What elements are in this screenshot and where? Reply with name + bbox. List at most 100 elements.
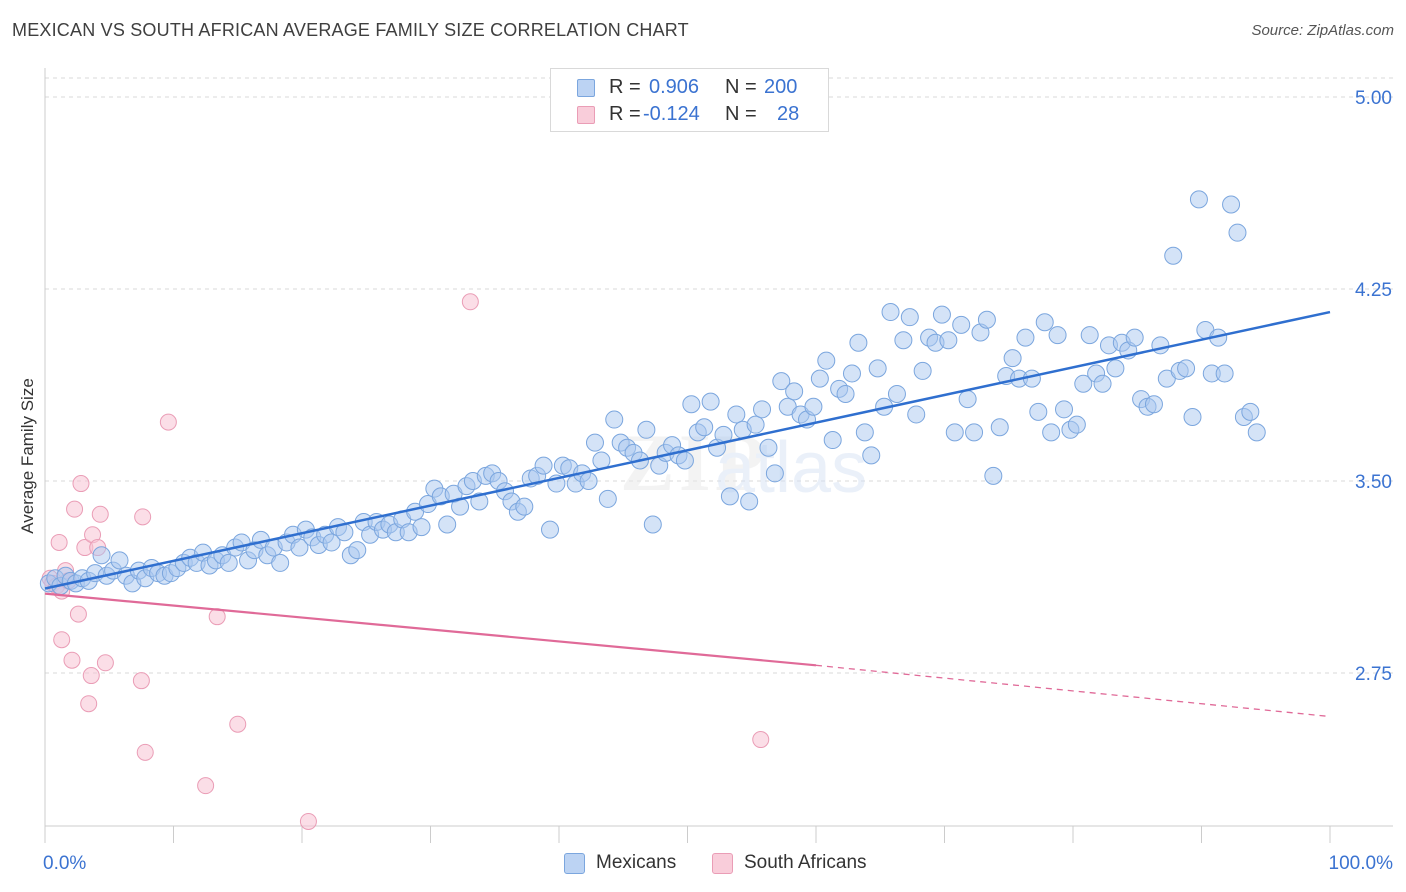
south-african-point (72, 475, 90, 493)
mexican-point (720, 487, 739, 506)
south-african-point (66, 500, 84, 518)
mexican-point (1183, 408, 1202, 426)
mexican-point (887, 384, 906, 403)
mexican-point (862, 446, 881, 465)
mexican-point (1151, 336, 1170, 355)
south-african-point (96, 654, 114, 672)
mexican-point (939, 331, 958, 350)
mexican-point (515, 497, 534, 516)
r-value: 0.906 (649, 76, 700, 98)
mexican-point (765, 464, 784, 483)
mexican-point (219, 553, 238, 572)
south-african-point (197, 777, 215, 795)
mexican-point (932, 305, 951, 324)
mexican-point (534, 456, 553, 475)
mexican-point (823, 431, 842, 450)
mexican-point (348, 541, 367, 560)
mexican-point (271, 553, 290, 572)
mexican-point (637, 420, 656, 439)
mexican-point (1215, 364, 1234, 383)
mexican-point (842, 364, 861, 383)
mexican-point (1106, 359, 1125, 378)
mexican-point (855, 423, 874, 442)
mexican-point (701, 392, 720, 411)
mexican-point (1035, 313, 1054, 332)
mexican-point (290, 538, 309, 557)
mexican-point (965, 423, 984, 442)
mexican-point (1093, 374, 1112, 393)
mexican-point (1067, 415, 1086, 434)
y-tick-label: 4.25 (1355, 280, 1392, 301)
south-african-trend-extrapolation (815, 664, 1331, 718)
tick-labels: 5.00 4.25 3.50 2.75 0.0% 100.0% (43, 88, 1393, 874)
mexican-point (1241, 402, 1260, 421)
n-value: 28 (777, 103, 800, 125)
mexican-points (39, 190, 1266, 595)
correlation-legend: R = 0.906 N = 200 R = -0.124 N = 28 (550, 68, 829, 132)
mexican-point (541, 520, 560, 539)
mexican-point (579, 472, 598, 490)
legend-row-mexicans: R = 0.906 N = 200 (551, 74, 828, 100)
mexican-point (1003, 349, 1022, 368)
mexican-point (412, 518, 431, 537)
south-african-point (159, 413, 177, 431)
south-african-point (69, 605, 87, 623)
r-label: R = (609, 76, 641, 98)
mexican-point (643, 515, 662, 534)
mexican-point (1074, 374, 1093, 393)
r-label: R = (609, 103, 641, 125)
south-african-point (82, 667, 100, 685)
mexican-point (772, 372, 791, 391)
south-african-point (461, 293, 479, 311)
mexican-point (682, 395, 701, 414)
mexican-point (753, 400, 772, 419)
mexican-point (913, 361, 932, 380)
chart-source: Source: ZipAtlas.com (1251, 22, 1394, 39)
y-tick-label: 5.00 (1355, 88, 1392, 109)
mexican-point (1189, 190, 1208, 209)
mexican-point (868, 359, 887, 378)
trend-lines (44, 310, 1331, 718)
south-africans-legend-swatch (712, 853, 733, 874)
r-value: -0.124 (643, 103, 700, 125)
mexican-point (881, 303, 900, 322)
south-african-point (63, 651, 81, 669)
mexican-point (1029, 402, 1048, 421)
south-african-point (136, 743, 154, 761)
mexican-point (900, 308, 919, 327)
mexican-trend-line (44, 310, 1331, 590)
south-african-point (229, 715, 247, 733)
south-africans-swatch (577, 106, 595, 124)
mexican-point (1055, 400, 1074, 419)
mexican-point (1177, 359, 1196, 378)
mexican-point (746, 415, 765, 434)
mexican-point (977, 310, 996, 329)
mexican-point (110, 551, 129, 570)
mexican-point (1048, 326, 1067, 345)
south-african-point (752, 731, 770, 749)
mexican-point (675, 451, 694, 470)
south-african-trend-line (44, 592, 817, 667)
mexican-point (1016, 328, 1035, 347)
x-tick-label-min: 0.0% (43, 853, 86, 874)
mexican-point (836, 384, 855, 403)
south-african-point (80, 695, 98, 713)
mexican-point (1222, 195, 1241, 214)
mexican-point (1228, 223, 1247, 242)
mexican-point (1164, 246, 1183, 265)
mexican-point (958, 390, 977, 409)
mexican-point (984, 466, 1003, 485)
y-tick-label: 2.75 (1355, 664, 1392, 685)
mexican-point (1144, 395, 1163, 414)
y-tick-label: 3.50 (1355, 472, 1392, 493)
axes (44, 68, 1393, 843)
mexican-point (945, 423, 964, 442)
mexican-point (92, 546, 111, 565)
mexican-point (990, 418, 1009, 437)
n-label: N = (725, 76, 757, 98)
mexican-point (598, 489, 617, 508)
mexican-point (907, 405, 926, 424)
mexican-point (605, 410, 624, 429)
mexican-point (727, 405, 746, 424)
